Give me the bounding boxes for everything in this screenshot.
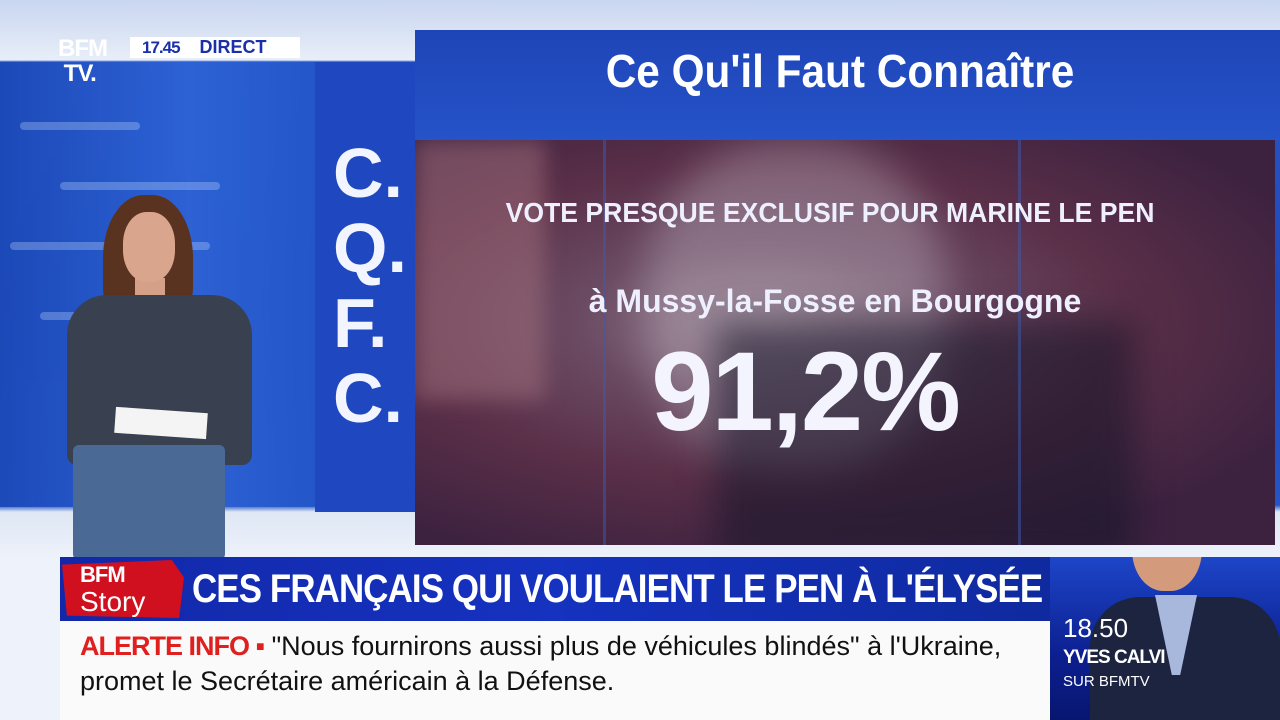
graphic-subtitle: VOTE PRESQUE EXCLUSIF POUR MARINE LE PEN	[505, 197, 1155, 228]
headline: CES FRANÇAIS QUI VOULAIENT LE PEN À L'ÉL…	[192, 567, 1043, 611]
graphic-location: à Mussy-la-Fosse en Bourgogne	[588, 283, 1082, 319]
promo-host-name: YVES CALVI	[1063, 647, 1166, 668]
acronym-letter: C.	[333, 134, 403, 212]
promo-channel: SUR BFMTV	[1063, 673, 1150, 690]
clock-time: 17.45	[142, 38, 181, 57]
promo-time: 18.50	[1063, 613, 1129, 643]
acronym-letter: Q.	[333, 209, 407, 287]
live-label: DIRECT	[199, 37, 267, 57]
acronym-letter: C.	[333, 359, 403, 437]
bfm-story-logo: BFM Story	[62, 560, 184, 618]
graphic-stat: 91,2%	[651, 329, 961, 454]
alert-text: "Nous fournirons aussi plus de véhicules…	[80, 631, 1002, 696]
bfmtv-logo: BFM TV.	[58, 35, 108, 87]
alert-label: ALERTE INFO ▪	[80, 631, 265, 661]
live-bar: 17.45 DIRECT	[130, 37, 300, 58]
graphic-title: Ce Qu'il Faut Connaître	[605, 45, 1075, 97]
blurred-background-photo	[415, 140, 1275, 545]
headline-bar	[60, 557, 1050, 621]
upcoming-show-promo: 18.50 YVES CALVI SUR BFMTV	[1050, 557, 1280, 720]
acronym-column: C. Q. F. C.	[315, 62, 415, 512]
acronym-letter: F.	[333, 284, 388, 362]
presenter	[55, 190, 260, 560]
news-ticker: ALERTE INFO ▪ "Nous fournirons aussi plu…	[60, 621, 1050, 720]
title-band	[415, 30, 1280, 140]
